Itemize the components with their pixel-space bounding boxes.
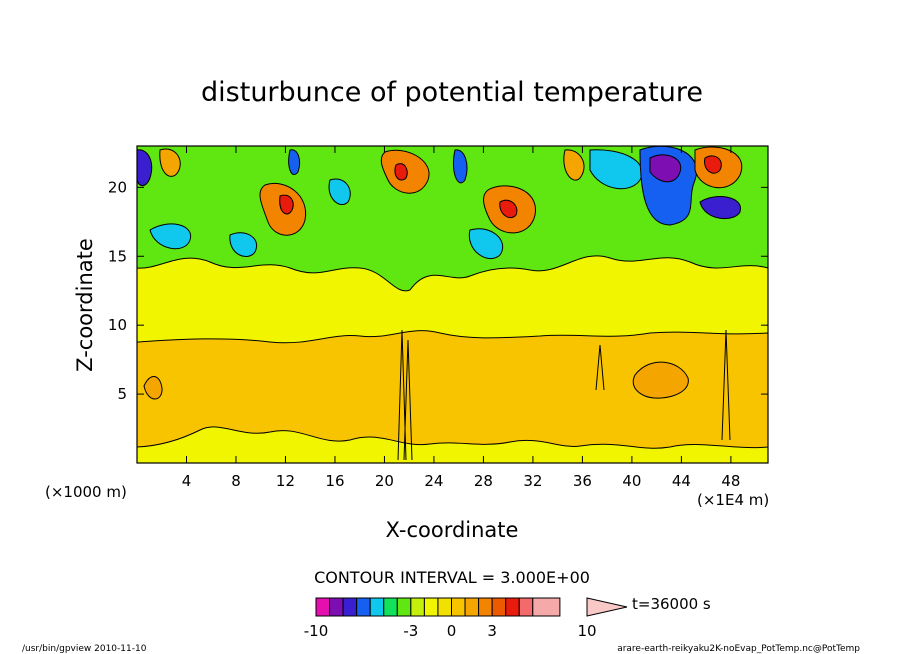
colorbar-swatch [437, 597, 453, 617]
region-warm-lower [136, 330, 769, 449]
region-red-1 [279, 194, 294, 215]
colorbar-swatch [464, 597, 480, 617]
x-tick-label: 8 [231, 472, 241, 490]
y-tick-label: 10 [108, 316, 127, 334]
region-purple-left [136, 149, 153, 186]
region-blue-mid3 [229, 232, 258, 257]
colorbar: -10 -3 0 3 10 [304, 597, 628, 640]
colorbar-swatch [383, 597, 398, 617]
x-tick-label: 20 [375, 472, 394, 490]
region-red-2 [394, 163, 408, 181]
colorbar-swatch [369, 597, 385, 617]
colorbar-swatch [342, 597, 358, 617]
colorbar-swatch [423, 597, 439, 617]
x-tick-label: 44 [672, 472, 691, 490]
chart-title: disturbunce of potential temperature [201, 77, 703, 108]
x-scale-note: (×1E4 m) [697, 491, 769, 509]
colorbar-tick-label: -10 [304, 622, 329, 640]
region-purple-upper-right [649, 154, 682, 183]
y-tick-label: 20 [108, 178, 127, 196]
x-tick-label: 48 [721, 472, 740, 490]
y-axis-label: Z-coordinate [73, 238, 97, 372]
colorbar-swatch [491, 597, 507, 617]
region-red-3 [499, 199, 518, 219]
region-blue-mid1 [288, 149, 301, 175]
colorbar-swatch [532, 597, 561, 617]
colorbar-swatch [478, 597, 493, 617]
colorbar-swatch [315, 597, 331, 617]
y-scale-note: (×1000 m) [45, 483, 127, 501]
region-warm-right [632, 361, 689, 399]
region-red-4 [704, 155, 722, 174]
colorbar-swatch [329, 597, 344, 617]
footer-right: arare-earth-reikyaku2K-noEvap_PotTemp.nc… [617, 644, 860, 654]
region-blue-mid2 [452, 149, 468, 184]
x-axis: 4 8 12 16 20 24 28 32 36 40 44 48 [182, 146, 740, 490]
region-cyan-3 [468, 228, 504, 260]
region-purple-right2 [699, 196, 741, 220]
colorbar-swatch [410, 597, 425, 617]
x-tick-label: 28 [474, 472, 493, 490]
x-axis-label: X-coordinate [386, 518, 519, 542]
colorbar-swatch [451, 597, 466, 617]
footer-left: /usr/bin/gpview 2010-11-10 [22, 644, 147, 654]
contour-interval-label: CONTOUR INTERVAL = 3.000E+00 [314, 568, 590, 587]
colorbar-swatch [356, 597, 371, 617]
colorbar-swatch [396, 597, 412, 617]
region-orange-6 [563, 149, 585, 181]
colorbar-swatch [518, 597, 534, 617]
x-tick-label: 16 [325, 472, 344, 490]
region-cyan-1 [149, 223, 192, 250]
y-tick-label: 5 [117, 385, 127, 403]
x-tick-label: 4 [182, 472, 192, 490]
contour-fills [136, 145, 769, 461]
colorbar-tick-label: 0 [447, 622, 457, 640]
region-spike [397, 329, 731, 461]
colorbar-swatch [505, 597, 520, 617]
plot-frame [136, 145, 769, 464]
x-tick-label: 40 [622, 472, 641, 490]
region-warm-left [143, 376, 163, 400]
x-tick-label: 36 [573, 472, 592, 490]
time-label: t=36000 s [632, 595, 711, 613]
colorbar-arrow [586, 597, 628, 617]
colorbar-tick-label: -3 [403, 622, 418, 640]
x-tick-label: 32 [523, 472, 542, 490]
y-axis: 5 10 15 20 [108, 178, 768, 403]
y-tick-label: 15 [108, 247, 127, 265]
x-tick-label: 24 [424, 472, 443, 490]
colorbar-tick-label: 10 [577, 622, 596, 640]
x-tick-label: 12 [276, 472, 295, 490]
region-cyan-2 [589, 149, 643, 190]
region-orange-5 [159, 148, 181, 177]
region-blue-mid4 [328, 178, 351, 205]
colorbar-tick-label: 3 [487, 622, 497, 640]
